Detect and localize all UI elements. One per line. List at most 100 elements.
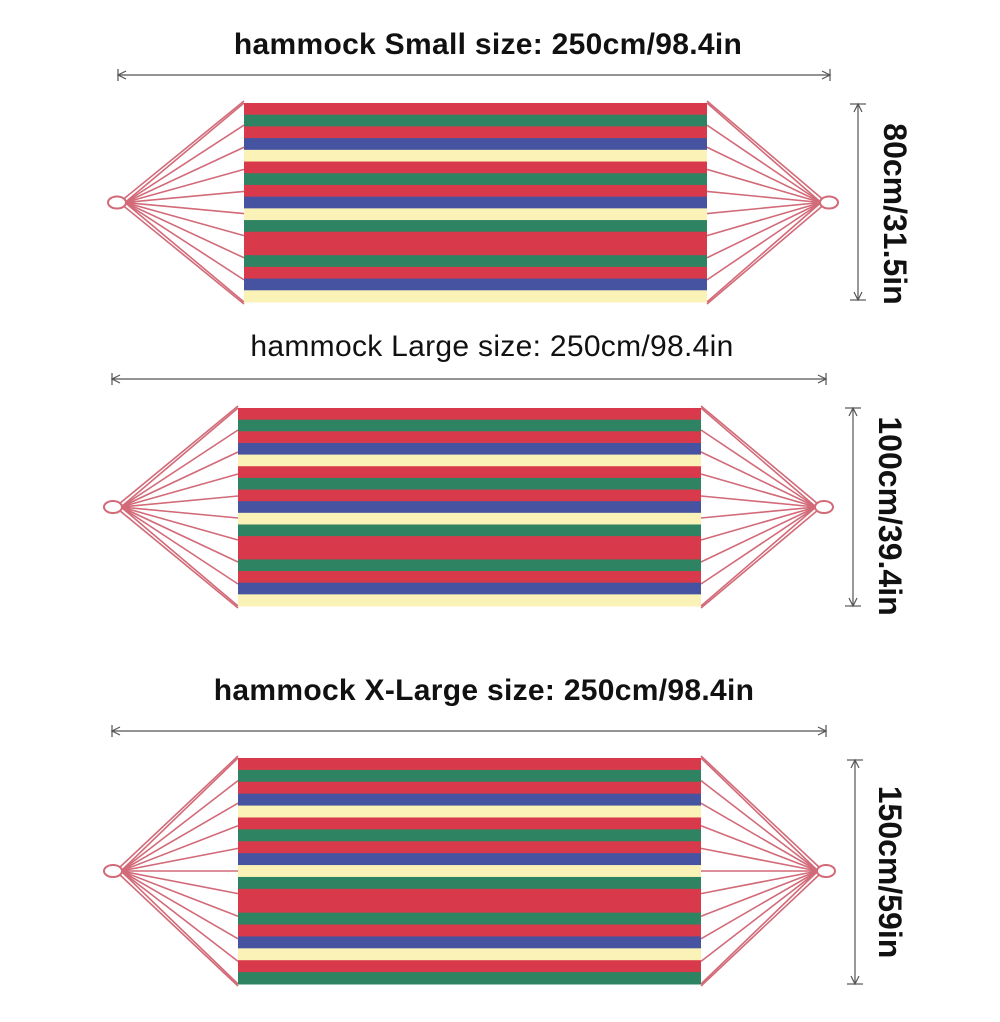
hammock-small-rope-right [706,201,822,303]
hammock-large-rope-edge [118,405,239,505]
hammock-large-rope-right [700,451,817,508]
hammock-xlarge-rope-edge [700,873,821,987]
hammock-large-rope-left [120,473,239,508]
hammock-small-rope-right [706,201,822,215]
hammock-xlarge-rope-left [120,870,239,963]
hammock-small-stripe [244,149,707,163]
hammock-small-stripe [244,290,707,303]
hammock-small-stripe [244,103,707,116]
hammock-small-stripe [244,184,707,198]
hammock-small-rope-left [124,124,245,204]
hammock-small-rope-left [124,190,245,204]
hammock-xlarge-rope-right [700,870,819,963]
hammock-small-rope-right [706,124,822,204]
hammock-xlarge-rope-right [700,779,819,872]
hammock-large-rope-edge [700,509,819,609]
hammock-small-rope-left [124,168,245,204]
hammock-large-stripe [238,559,701,572]
hammock-small-stripe [244,278,707,291]
hammock-xlarge-rope-left [120,870,239,895]
hammock-xlarge-rope-left [120,825,239,872]
hammock-large-rope-right [700,429,817,508]
width-dimension-xlarge-arrow-bottom [850,975,860,986]
hammock-xlarge-ring-right [816,864,836,878]
hammock-large-rope-left [120,506,239,541]
hammock-large-ring-left [103,500,123,514]
hammock-xlarge-rope-right [700,825,819,872]
hammock-large-stripe [238,431,701,444]
hammock-xlarge-rope-left [120,757,239,872]
hammock-large-stripe [238,547,701,560]
hammock-small-rope-edge [122,204,245,305]
hammock-small-rope-edge [122,100,245,201]
hammock-xlarge-stripe [238,805,701,818]
hammock-small-rope-left [124,201,245,259]
length-dimension-large-arrow-right [817,374,828,384]
hammock-large-stripe [238,408,701,421]
hammock-large-rope-right [700,495,817,508]
hammock-xlarge-stripe [238,912,701,926]
hammock-xlarge-rope-left [120,870,239,940]
hammock-large-stripe [238,571,701,584]
hammock-xlarge-stripe [238,924,701,937]
hammock-illustration [103,69,866,987]
width-label-small: 80cm/31.5in [877,123,913,305]
width-label-large: 100cm/39.4in [872,416,908,616]
hammock-xlarge-rope-left [120,870,239,917]
hammock-small-rope-edge [706,204,824,305]
hammock-xlarge-ring-left [103,864,123,878]
hammock-large-stripe [238,419,701,432]
hammock-large-rope-edge [700,405,819,505]
hammock-large-stripe [238,466,701,479]
width-dimension-small-arrow-top [853,102,863,113]
hammock-large-rope-left [120,506,239,563]
hammock-large-rope-right [700,506,817,585]
hammock-small-stripe [244,208,707,221]
length-dimension-small-arrow-left [116,70,127,80]
hammock-small-rope-left [124,201,245,303]
hammock-xlarge-stripe [238,865,701,878]
hammock-small-rope-edge [706,100,824,201]
hammock-small-rope-left [124,201,245,215]
hammock-large-rope-left [120,451,239,508]
hammock-large-rope-left [120,429,239,508]
hammock-large-rope-left [120,495,239,508]
hammock-large-rope-right [700,407,817,508]
length-dimension-small-arrow-right [821,70,832,80]
hammock-xlarge-stripe [238,960,701,973]
hammock-small-stripe [244,266,707,280]
hammock-small-rope-left [124,146,245,204]
hammock-small-rope-left [124,201,245,237]
hammock-xlarge-rope-edge [118,755,239,869]
hammock-xlarge-rope-right [700,870,819,985]
hammock-small-rope-right [706,201,822,281]
hammock-large-stripe [238,477,701,491]
width-label-xlarge: 150cm/59in [872,785,908,959]
hammock-small-stripe [244,138,707,151]
hammock-xlarge-stripe [238,758,701,771]
hammock-small-stripe [244,126,707,139]
hammock-large-rope-right [700,506,817,541]
hammock-large-stripe [238,489,701,502]
hammock-xlarge-stripe [238,900,701,914]
hammock-large-stripe [238,501,701,514]
width-dimension-large-arrow-bottom [848,597,858,608]
hammock-large-rope-left [120,506,239,585]
hammock-xlarge-rope-right [700,847,819,872]
hammock-large-stripe [238,582,701,595]
hammock-small-stripe [244,173,707,186]
hammock-xlarge-stripe [238,936,701,949]
hammock-small-stripe [244,196,707,209]
hammock-small-stripe [244,114,707,127]
length-dimension-large-arrow-left [110,374,121,384]
hammock-xlarge-stripe [238,817,701,830]
hammock-large-stripe [238,442,701,456]
width-dimension-large-arrow-top [848,406,858,417]
hammock-large-rope-right [700,473,817,508]
hammock-small-rope-left [124,201,245,281]
hammock-small-stripe [244,220,707,233]
hammock-xlarge-stripe [238,853,701,866]
hammock-xlarge-rope-left [120,870,239,985]
hammock-xlarge-stripe [238,793,701,807]
hammock-xlarge-stripe [238,841,701,854]
